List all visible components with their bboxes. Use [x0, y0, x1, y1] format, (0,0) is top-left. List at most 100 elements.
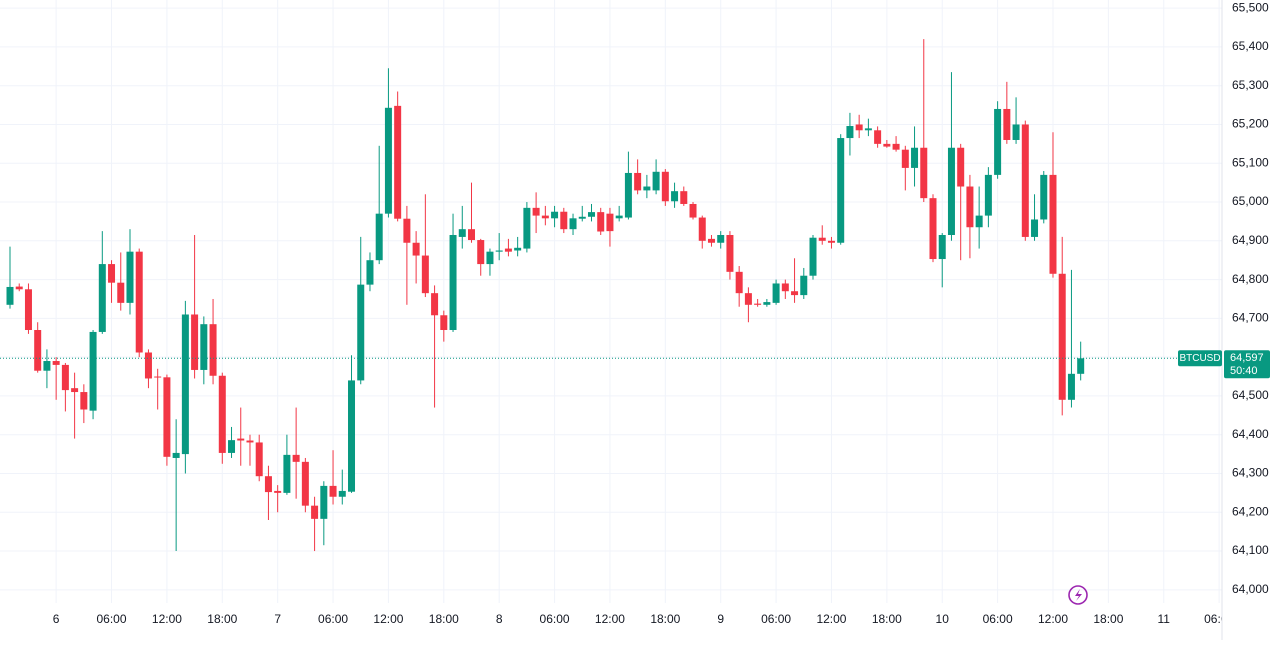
price-tag-label: 64,597: [1230, 352, 1264, 364]
y-tick-label: 65,400: [1232, 39, 1269, 53]
candle-body: [671, 191, 679, 202]
candle-body: [606, 213, 614, 232]
candle-body: [911, 147, 919, 168]
candle-body: [689, 203, 697, 218]
candle-body: [486, 251, 494, 265]
candle-body: [237, 438, 245, 441]
candle-body: [541, 215, 549, 219]
candle-body: [994, 108, 1002, 175]
candle-body: [24, 289, 32, 331]
y-tick-label: 64,000: [1232, 582, 1269, 596]
x-tick-label: 06:00: [983, 612, 1013, 626]
x-tick-label: 06:00: [97, 612, 127, 626]
candle-body: [634, 172, 642, 191]
candle-body: [228, 440, 236, 453]
candle-body: [615, 215, 623, 219]
candle-body: [209, 324, 217, 376]
candle-body: [283, 454, 291, 493]
candle-body: [495, 250, 503, 252]
candle-body: [504, 248, 512, 252]
candle-body: [597, 212, 605, 232]
candle-body: [421, 255, 429, 294]
candle-body: [920, 147, 928, 199]
candle-body: [929, 198, 937, 260]
candle-body: [366, 260, 374, 285]
candle-body: [680, 191, 688, 204]
y-tick-label: 64,400: [1232, 427, 1269, 441]
y-tick-label: 65,300: [1232, 78, 1269, 92]
candle-body: [52, 361, 60, 365]
candle-body: [458, 229, 466, 237]
candle-body: [975, 215, 983, 228]
candle-body: [144, 352, 152, 379]
candle-body: [772, 283, 780, 303]
candle-body: [181, 314, 189, 455]
x-tick-label: 18:00: [650, 612, 680, 626]
y-tick-label: 65,000: [1232, 194, 1269, 208]
candle-body: [412, 242, 420, 256]
candle-body: [384, 107, 392, 214]
candle-body: [707, 238, 715, 243]
symbol-tag: [1178, 350, 1222, 367]
candle-body: [532, 207, 540, 216]
candle-body: [1003, 108, 1011, 140]
candle-body: [754, 303, 762, 305]
candle-body: [108, 264, 116, 283]
time-axis: 6 06:00 12:00 18:00 7 06:00 12:00 18:00 8 06:00 12…: [53, 612, 1235, 626]
symbol-label: BTCUSD: [1179, 353, 1220, 364]
x-tick-label: 18:00: [872, 612, 902, 626]
x-tick-label: 12:00: [373, 612, 403, 626]
logo-icon[interactable]: [1068, 585, 1088, 605]
candle-body: [172, 452, 180, 458]
candle-body: [800, 275, 808, 296]
price-tag-box: [1224, 350, 1270, 379]
y-tick-label: 64,700: [1232, 311, 1269, 325]
x-tick-label: 8: [496, 612, 503, 626]
y-tick-label: 64,900: [1232, 233, 1269, 247]
x-tick-label: 18:00: [207, 612, 237, 626]
x-tick-label: 06:00: [318, 612, 348, 626]
candle-body: [735, 271, 743, 294]
x-tick-label: 10: [936, 612, 950, 626]
candle-body: [1040, 174, 1048, 220]
candle-body: [744, 293, 752, 305]
x-tick-label: 7: [274, 612, 281, 626]
candle-body: [846, 126, 854, 139]
candle-body: [264, 476, 272, 493]
candle-body: [329, 485, 337, 497]
x-tick-label: 06:00: [761, 612, 791, 626]
y-tick-label: 64,800: [1232, 272, 1269, 286]
candle-body: [763, 302, 771, 305]
candle-body: [661, 171, 669, 202]
y-tick-label: 65,500: [1232, 0, 1269, 14]
candle-body: [440, 315, 448, 331]
candle-body: [394, 105, 402, 219]
candle-body: [578, 216, 586, 219]
y-tick-label: 65,200: [1232, 117, 1269, 131]
candles: [6, 39, 1085, 552]
candle-body: [818, 237, 826, 241]
candle-body: [1077, 358, 1085, 374]
candle-body: [523, 207, 531, 249]
candle-body: [301, 461, 309, 506]
candle-body: [1012, 124, 1020, 140]
candle-body: [1031, 219, 1039, 237]
x-tick-label: 06:00: [540, 612, 570, 626]
candle-body: [791, 291, 799, 296]
candle-body: [901, 149, 909, 168]
candle-body: [71, 388, 79, 393]
candle-body: [34, 330, 42, 371]
x-tick-label: 12:00: [595, 612, 625, 626]
logo-ring: [1068, 585, 1088, 605]
candle-body: [468, 229, 475, 241]
candle-body: [477, 240, 485, 265]
candle-body: [855, 124, 863, 131]
candle-body: [274, 490, 282, 493]
candle-body: [292, 454, 300, 462]
candle-body: [246, 440, 254, 443]
candle-body: [551, 211, 559, 219]
candle-body: [587, 212, 595, 217]
candle-body: [6, 286, 14, 305]
candle-body: [864, 128, 872, 131]
